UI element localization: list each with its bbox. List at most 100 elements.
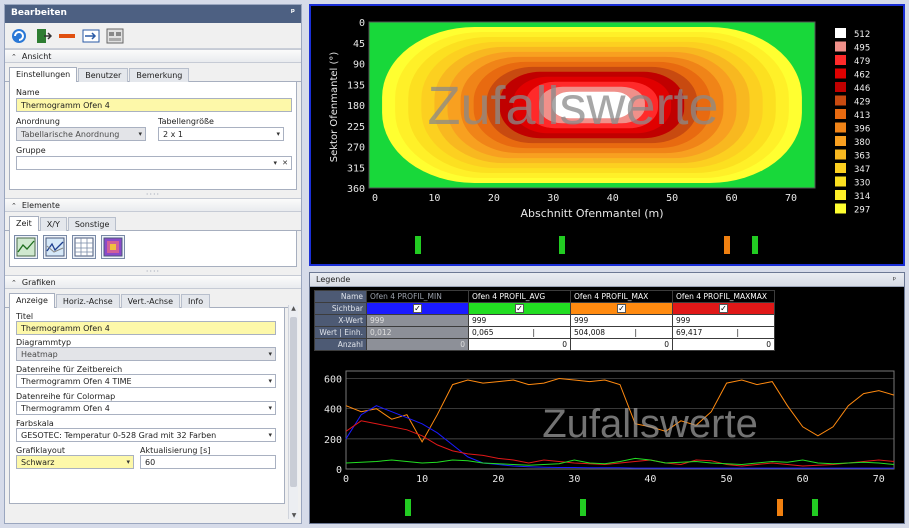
heatmap-x-axis-label: Abschnitt Ofenmantel (m) (520, 207, 663, 220)
colorscale-swatch (835, 163, 846, 173)
visible-toggle[interactable]: ✓ (366, 302, 469, 315)
farbskala-select[interactable]: GESOTEC: Temperatur 0-528 Grad mit 32 Fa… (16, 428, 276, 442)
tab-einstellungen[interactable]: Einstellungen (9, 67, 78, 82)
aktualisierung-input[interactable]: 60 (140, 455, 276, 469)
visible-toggle[interactable]: ✓ (570, 302, 673, 315)
series-line (345, 405, 894, 469)
zeitbereich-label: Datenreihe für Zeitbereich (16, 365, 123, 374)
colorscale-swatch (835, 190, 846, 200)
x-tick-label: 30 (547, 193, 559, 204)
gruppe-label: Gruppe (16, 146, 46, 155)
colorscale-label: 347 (854, 165, 870, 175)
colorscale-label: 363 (854, 152, 870, 162)
splitter-handle[interactable]: ···· (145, 189, 161, 199)
name-input[interactable]: Thermogramm Ofen 4 (16, 98, 292, 112)
diagrammtyp-value: Heatmap (21, 350, 58, 359)
y-tick-label: 360 (347, 184, 365, 195)
scroll-down-icon[interactable]: ▼ (291, 512, 297, 519)
legend-col-name: Ofen 4 PROFIL_AVG (468, 290, 571, 303)
colorscale-swatch (835, 136, 846, 146)
visible-toggle[interactable]: ✓ (672, 302, 775, 315)
section-grafiken-header[interactable]: ⌃ Grafiken (5, 275, 301, 289)
section-marker[interactable] (415, 236, 421, 254)
titel-input[interactable]: Thermogramm Ofen 4 (16, 321, 276, 335)
row-label-anzahl: Anzahl (314, 338, 367, 351)
anordnung-select[interactable]: Tabellarische Anordnung ▾ (16, 127, 146, 141)
y-tick-label: 0 (336, 465, 342, 476)
heatmap-element-button[interactable] (101, 235, 125, 259)
scroll-up-icon[interactable]: ▲ (291, 305, 296, 312)
checkbox-icon[interactable]: ✓ (617, 304, 626, 313)
colorscale-swatch (835, 122, 846, 133)
checkbox-icon[interactable]: ✓ (413, 304, 422, 313)
colorscale-label: 462 (854, 71, 870, 81)
zeitbereich-select[interactable]: Thermogramm Ofen 4 TIME ▾ (16, 374, 276, 388)
export-button[interactable] (34, 27, 52, 45)
tab-vert-achse[interactable]: Vert.-Achse (120, 294, 180, 308)
section-elemente-header[interactable]: ⌃ Elemente (5, 198, 301, 212)
grafiklayout-select[interactable]: Schwarz ▾ (16, 455, 134, 469)
colormap-select[interactable]: Thermogramm Ofen 4 ▾ (16, 401, 276, 415)
line-chart-icon (16, 237, 36, 257)
scrollbar-thumb[interactable] (290, 317, 297, 487)
y-tick-label: 200 (324, 435, 342, 446)
table-element-button[interactable] (72, 235, 96, 259)
grafiklayout-label: Grafiklayout (16, 446, 66, 455)
section-marker[interactable] (724, 236, 730, 254)
refresh-button[interactable] (10, 27, 28, 45)
legend-title: Legende (316, 275, 351, 284)
checkbox-icon[interactable]: ✓ (719, 304, 728, 313)
section-marker[interactable] (405, 499, 411, 516)
section-elemente-title: Elemente (21, 201, 60, 210)
colorscale-label: 380 (854, 138, 870, 148)
pin-icon[interactable]: ᵖ (290, 8, 295, 18)
splitter-handle[interactable]: ···· (145, 266, 161, 276)
tab-info[interactable]: Info (181, 294, 211, 308)
pin-icon[interactable]: ᵖ (892, 275, 896, 284)
value-text: 504,008 (574, 328, 606, 337)
grid-tool-button[interactable] (106, 27, 124, 45)
tab-anzeige[interactable]: Anzeige (9, 293, 55, 308)
row-label-einh: Einh. (344, 328, 363, 337)
section-marker[interactable] (812, 499, 818, 516)
edit-panel: Bearbeiten ᵖ ⌃ Ansicht Ein (4, 4, 302, 524)
row-label-wert: Wert (319, 328, 337, 337)
elemente-tabs: Zeit X/Y Sonstige (5, 216, 301, 231)
tab-horiz-achse[interactable]: Horiz.-Achse (55, 294, 120, 308)
tab-bemerkung[interactable]: Bemerkung (129, 68, 190, 82)
line-chart[interactable]: Zufallswerte 0 200 400 600 0 10 20 30 40 50 60 70 (310, 365, 904, 523)
watermark-text: Zufallswerte (427, 76, 718, 136)
tab-xy[interactable]: X/Y (39, 217, 67, 231)
section-marker[interactable] (752, 236, 758, 254)
y-tick-label: 400 (324, 405, 342, 416)
arrow-tool-button[interactable] (82, 27, 100, 45)
value-text: 0,012 (370, 328, 392, 337)
diagrammtyp-select[interactable]: Heatmap ▾ (16, 347, 276, 361)
section-ansicht-header[interactable]: ⌃ Ansicht (5, 49, 301, 63)
clear-icon[interactable]: ✕ (282, 159, 288, 167)
tab-sonstige[interactable]: Sonstige (67, 217, 117, 231)
legend-col-name: Ofen 4 PROFIL_MAXMAX (672, 290, 775, 303)
xy-chart-element-button[interactable] (43, 235, 67, 259)
name-label: Name (16, 88, 40, 97)
checkbox-icon[interactable]: ✓ (515, 304, 524, 313)
section-marker[interactable] (580, 499, 586, 516)
grafiken-scrollbar[interactable]: ▲ ▼ (288, 305, 298, 519)
colorscale-swatch (835, 149, 846, 160)
tabellengroesse-select[interactable]: 2 x 1 ▾ (158, 127, 284, 141)
colorscale-label: 413 (854, 111, 870, 121)
tab-benutzer[interactable]: Benutzer (78, 68, 129, 82)
colorscale-swatch (835, 68, 846, 79)
y-tick-label: 270 (347, 143, 365, 154)
line-chart-element-button[interactable] (14, 235, 38, 259)
legend-row-visible: Sichtbar ✓ ✓ ✓ ✓ (314, 302, 775, 315)
tab-zeit[interactable]: Zeit (9, 216, 39, 231)
refresh-icon (12, 28, 26, 43)
y-tick-label: 90 (353, 60, 365, 71)
section-marker[interactable] (777, 499, 783, 516)
visible-toggle[interactable]: ✓ (468, 302, 571, 315)
line-tool-button[interactable] (58, 27, 76, 45)
section-marker[interactable] (559, 236, 565, 254)
gruppe-select[interactable]: ▾ ✕ (16, 156, 292, 170)
